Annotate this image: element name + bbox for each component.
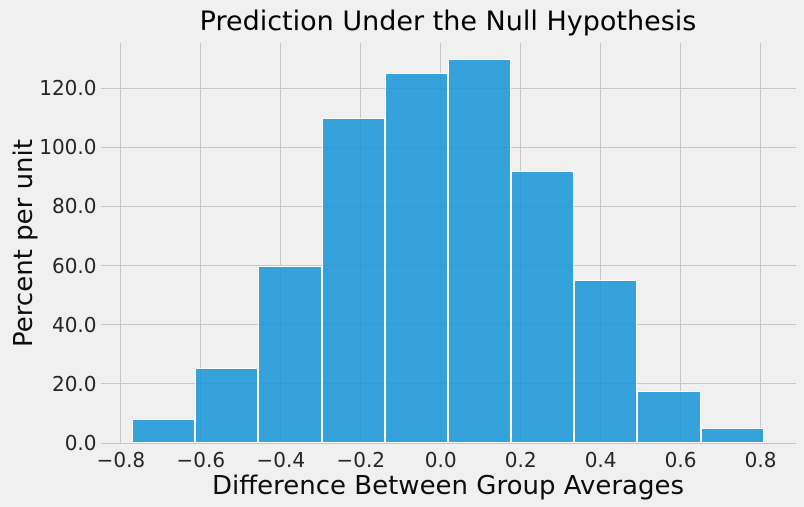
histogram-bar [321,117,385,443]
histogram-bar [258,265,322,443]
x-gridline [120,43,122,443]
x-tick-label: −0.2 [336,448,386,472]
y-tick-label: 100.0 [39,135,97,160]
histogram-bar [700,428,764,443]
histogram-bar [132,419,196,443]
y-axis-label: Percent per unit [9,139,39,347]
histogram-bar [637,391,701,443]
histogram-bar [195,367,259,443]
chart-title: Prediction Under the Null Hypothesis [199,6,697,37]
x-tick-label: 0.4 [584,448,617,472]
x-tick-label: −0.8 [96,448,146,472]
y-tick-label: 60.0 [51,253,97,278]
histogram-bar [384,73,448,443]
histogram-bar [511,171,575,443]
x-tick-label: −0.6 [176,448,226,472]
y-tick-label: 40.0 [51,312,97,337]
y-tick-label: 120.0 [39,76,97,101]
y-gridline [100,442,796,444]
x-gridline [760,43,762,443]
x-tick-label: 0.0 [424,448,457,472]
y-tick-label: 20.0 [51,371,97,396]
x-gridline [280,43,282,443]
x-tick-label: 0.8 [744,448,777,472]
x-gridline [600,43,602,443]
x-tick-label: 0.2 [504,448,537,472]
histogram-bar [574,280,638,443]
x-tick-label: 0.6 [664,448,697,472]
x-axis-label: Difference Between Group Averages [211,471,685,501]
histogram-bar [447,58,512,443]
y-tick-label: 0.0 [64,431,97,455]
x-tick-label: −0.4 [256,448,306,472]
x-gridline [680,43,682,443]
y-tick-label: 80.0 [51,194,97,219]
x-gridline [200,43,202,443]
